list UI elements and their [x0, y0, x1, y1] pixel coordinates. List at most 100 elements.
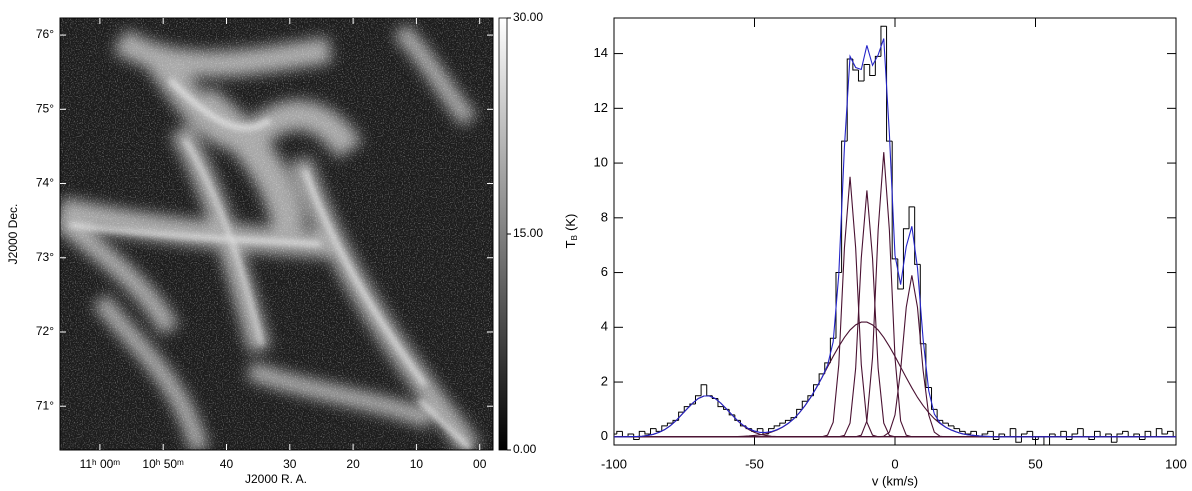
- y-axis-label-unit: (K): [563, 214, 578, 231]
- y-tick-label: 73°: [36, 250, 54, 264]
- sky-image: [60, 18, 493, 450]
- spectrum-channel: [1049, 433, 1056, 445]
- spectrum-channel: [1015, 428, 1022, 443]
- x-tick-label: 20: [346, 457, 360, 471]
- spectrum-channel: [970, 430, 977, 435]
- spectrum-channel: [936, 409, 943, 421]
- spectrum-channel: [650, 428, 657, 435]
- colorbar-tick-label: 30.00: [513, 10, 543, 24]
- y-tick-label: 12: [594, 100, 608, 115]
- spectrum-channel: [835, 272, 842, 339]
- curve: [614, 38, 1176, 438]
- x-tick-label: -100: [601, 456, 627, 471]
- spectrum-channel: [1077, 428, 1084, 435]
- plot-frame: [613, 17, 1177, 446]
- spectrum-channel: [931, 387, 938, 410]
- spectrum-channel: [779, 422, 786, 426]
- spectrum-channel: [841, 140, 848, 273]
- x-axis-label: v (km/s): [872, 473, 918, 488]
- y-axis-label-main: T: [563, 240, 578, 248]
- spectrum-channel: [959, 428, 966, 432]
- y-tick-label: 4: [601, 319, 608, 334]
- spectrum-channel: [1020, 433, 1028, 443]
- curve: [614, 176, 1176, 438]
- colorbar: [498, 17, 508, 451]
- y-tick-label: 71°: [36, 398, 54, 412]
- spectrum-channel: [756, 428, 763, 432]
- spectrum-channel: [869, 64, 876, 76]
- spectrum-channel: [683, 406, 690, 413]
- spectrum-channel: [700, 384, 707, 396]
- spectrum-channel: [1082, 428, 1089, 438]
- spectrum-channel: [874, 55, 881, 76]
- x-axis-label: J2000 R. A.: [245, 472, 307, 486]
- colorbar-tick-label: 0.00: [513, 442, 537, 456]
- spectrum-channel: [947, 423, 955, 427]
- x-tick-label: 10ʰ 50ᵐ: [142, 457, 184, 471]
- x-tick-label: 10: [410, 457, 424, 471]
- spectrum-channel: [863, 64, 870, 81]
- spectrum-channel: [616, 430, 623, 435]
- spectrum-channel: [773, 425, 780, 429]
- spectrum-channel: [644, 431, 651, 435]
- spectrum-channel: [796, 408, 803, 418]
- y-tick-label: 2: [601, 373, 608, 388]
- spectrum-channel: [886, 26, 893, 142]
- spectrum-channel: [1155, 428, 1162, 437]
- spectrum-channel: [919, 264, 926, 345]
- spectrum-channel: [1099, 431, 1106, 438]
- spectrum-channel: [655, 428, 662, 432]
- spectrum-channel: [1116, 433, 1123, 443]
- spectrum-channel: [1161, 428, 1168, 435]
- spectrum-channel: [987, 430, 994, 435]
- y-tick-label: 14: [594, 45, 608, 60]
- spectrum-channel: [1138, 434, 1146, 441]
- spectrum-channel: [666, 422, 674, 426]
- spectrum-channel: [801, 400, 808, 410]
- x-tick-label: 0: [891, 456, 898, 471]
- spectrum-channel: [992, 431, 999, 441]
- spectrum-channel: [1110, 434, 1117, 443]
- spectrum-channel: [1065, 431, 1073, 441]
- spectrum-channel: [621, 431, 629, 438]
- spectrum-channel: [925, 343, 932, 389]
- x-tick-label: 50: [1028, 456, 1042, 471]
- y-tick-label: 8: [601, 209, 608, 224]
- curve: [614, 321, 1176, 438]
- spectrum-channel: [1088, 436, 1095, 441]
- y-axis-label-sub: B: [570, 235, 579, 240]
- spectrum-channel: [1133, 433, 1140, 437]
- spectrum-channel: [1026, 430, 1033, 435]
- curve: [614, 152, 1176, 438]
- spectrum-channel: [1167, 430, 1174, 435]
- spectrum-channel: [1094, 430, 1101, 440]
- spectrum-channel: [1071, 433, 1078, 440]
- spectrum-channel: [1032, 431, 1039, 441]
- spectrum-channel: [1060, 430, 1067, 437]
- spectrum-channel: [1122, 430, 1129, 435]
- y-tick-label: 72°: [36, 324, 54, 338]
- y-tick-label: 74°: [36, 176, 54, 190]
- x-tick-label: -50: [745, 456, 764, 471]
- plot-area: [614, 25, 1176, 445]
- spectrum-channel: [964, 431, 971, 435]
- y-tick-label: 10: [594, 155, 608, 170]
- y-tick-label: 0: [601, 428, 608, 443]
- spectrum-channel: [1150, 431, 1157, 438]
- image-noise: [60, 18, 493, 450]
- spectrum-channel: [633, 434, 640, 441]
- y-tick-label: 6: [601, 264, 608, 279]
- spectrum-channel: [953, 425, 960, 430]
- y-axis-label: J2000 Dec.: [6, 204, 20, 265]
- x-tick-label: 00: [473, 457, 487, 471]
- x-tick-label: 30: [283, 457, 297, 471]
- y-axis-label: TB (K): [563, 214, 579, 249]
- spectrum-channel: [734, 414, 741, 421]
- spectrum-channel: [891, 141, 898, 260]
- x-tick-label: 40: [220, 457, 234, 471]
- colorbar-tick-label: 15.00: [513, 226, 543, 240]
- spectrum-channel: [818, 373, 825, 385]
- spectrum-channel: [1009, 428, 1016, 437]
- spectrum-channel: [857, 70, 865, 82]
